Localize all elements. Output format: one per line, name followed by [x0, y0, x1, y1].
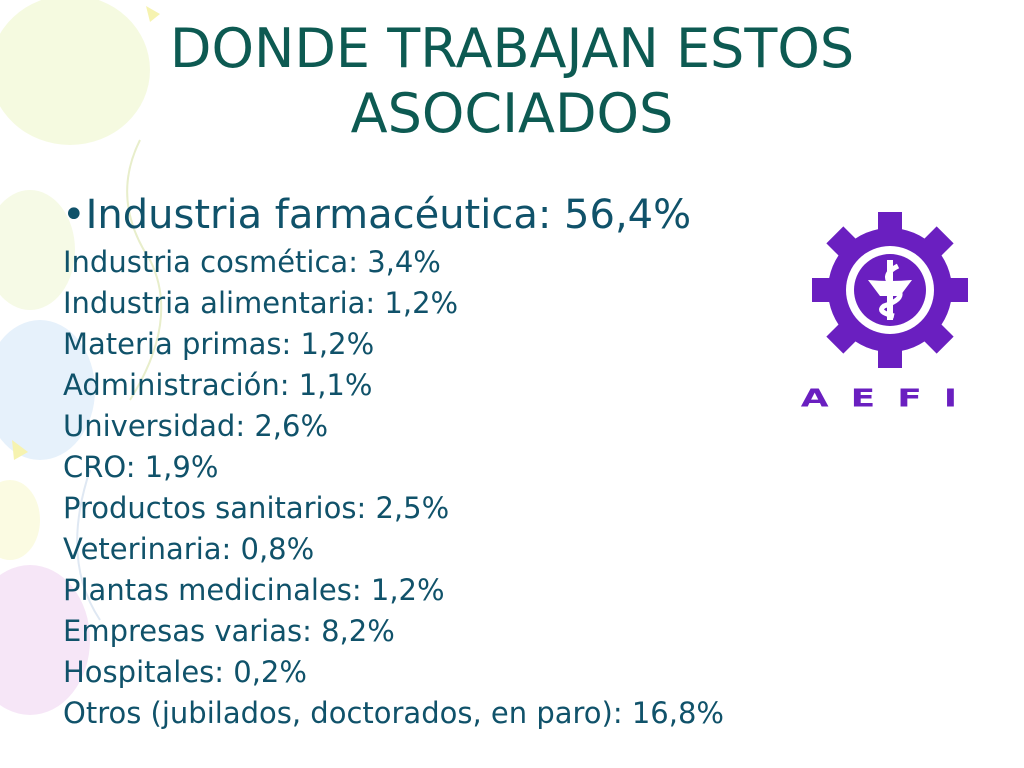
bullet-heading: •Industria farmacéutica: 56,4% [62, 192, 692, 238]
item: Administración: 1,1% [63, 368, 373, 402]
item: Materia primas: 1,2% [63, 327, 375, 361]
title-line: DONDE TRABAJAN ESTOS [169, 17, 855, 80]
title-line: ASOCIADOS [350, 82, 674, 145]
item: Otros (jubilados, doctorados, en paro): … [63, 696, 724, 730]
item: Veterinaria: 0,8% [63, 532, 315, 566]
item: Empresas varias: 8,2% [63, 614, 395, 648]
item: Plantas medicinales: 1,2% [63, 573, 445, 607]
logo-gear [812, 212, 968, 368]
item: Hospitales: 0,2% [63, 655, 307, 689]
item: Industria cosmética: 3,4% [63, 245, 441, 279]
logo-label: AEFI [800, 384, 980, 413]
item: Productos sanitarios: 2,5% [63, 491, 450, 525]
item: CRO: 1,9% [63, 450, 219, 484]
item: Universidad: 2,6% [63, 409, 329, 443]
item: Industria alimentaria: 1,2% [63, 286, 459, 320]
